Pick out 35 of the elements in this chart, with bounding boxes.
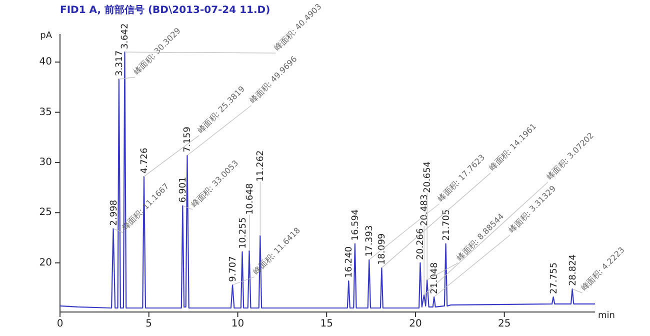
x-tick-label: 0 <box>56 318 64 330</box>
annotation: 27.755 <box>549 262 560 294</box>
y-tick-label: 25 <box>39 207 52 218</box>
x-axis-title: min <box>598 311 615 321</box>
x-tick-label: 25 <box>498 318 511 330</box>
annotation: 3.317 <box>114 50 125 76</box>
annotation: 21.705 <box>442 209 452 241</box>
x-tick-label: 10 <box>231 318 244 330</box>
annotation: 17.393 <box>365 225 376 257</box>
annotation: 21.048 <box>430 262 440 294</box>
x-tick-label: 5 <box>146 318 152 330</box>
annotation: 20.654 <box>423 161 434 193</box>
annotation: 9.707 <box>228 256 239 282</box>
annotation: 16.594 <box>350 208 361 241</box>
annotation: 10.648 <box>245 183 256 215</box>
annotation: 20.266 <box>416 228 426 260</box>
y-tick-label: 35 <box>39 106 52 118</box>
annotation: 7.159 <box>183 126 194 152</box>
annotation: 28.824 <box>568 254 578 286</box>
annotation: 18.099 <box>378 233 388 265</box>
x-tick-label: 20 <box>409 318 422 330</box>
annotation: 2.998 <box>109 200 120 226</box>
x-tick-label: 15 <box>320 318 333 330</box>
annotation: 6.901 <box>178 176 189 203</box>
y-tick-label: 40 <box>39 56 52 68</box>
annotation: 3.642 <box>120 23 131 50</box>
annotation: 10.255 <box>238 217 248 249</box>
y-tick-label: 20 <box>39 257 52 268</box>
annotation: 4.726 <box>140 147 150 174</box>
annotation: 20.483 <box>420 194 430 226</box>
chart-title: FID1 A, 前部信号 (BD\2013-07-24 11.D) <box>60 4 270 16</box>
y-tick-label: 30 <box>39 156 52 168</box>
annotation: 16.240 <box>344 246 355 278</box>
annotation: 11.262 <box>256 150 266 182</box>
y-axis-title: pA <box>40 31 53 41</box>
